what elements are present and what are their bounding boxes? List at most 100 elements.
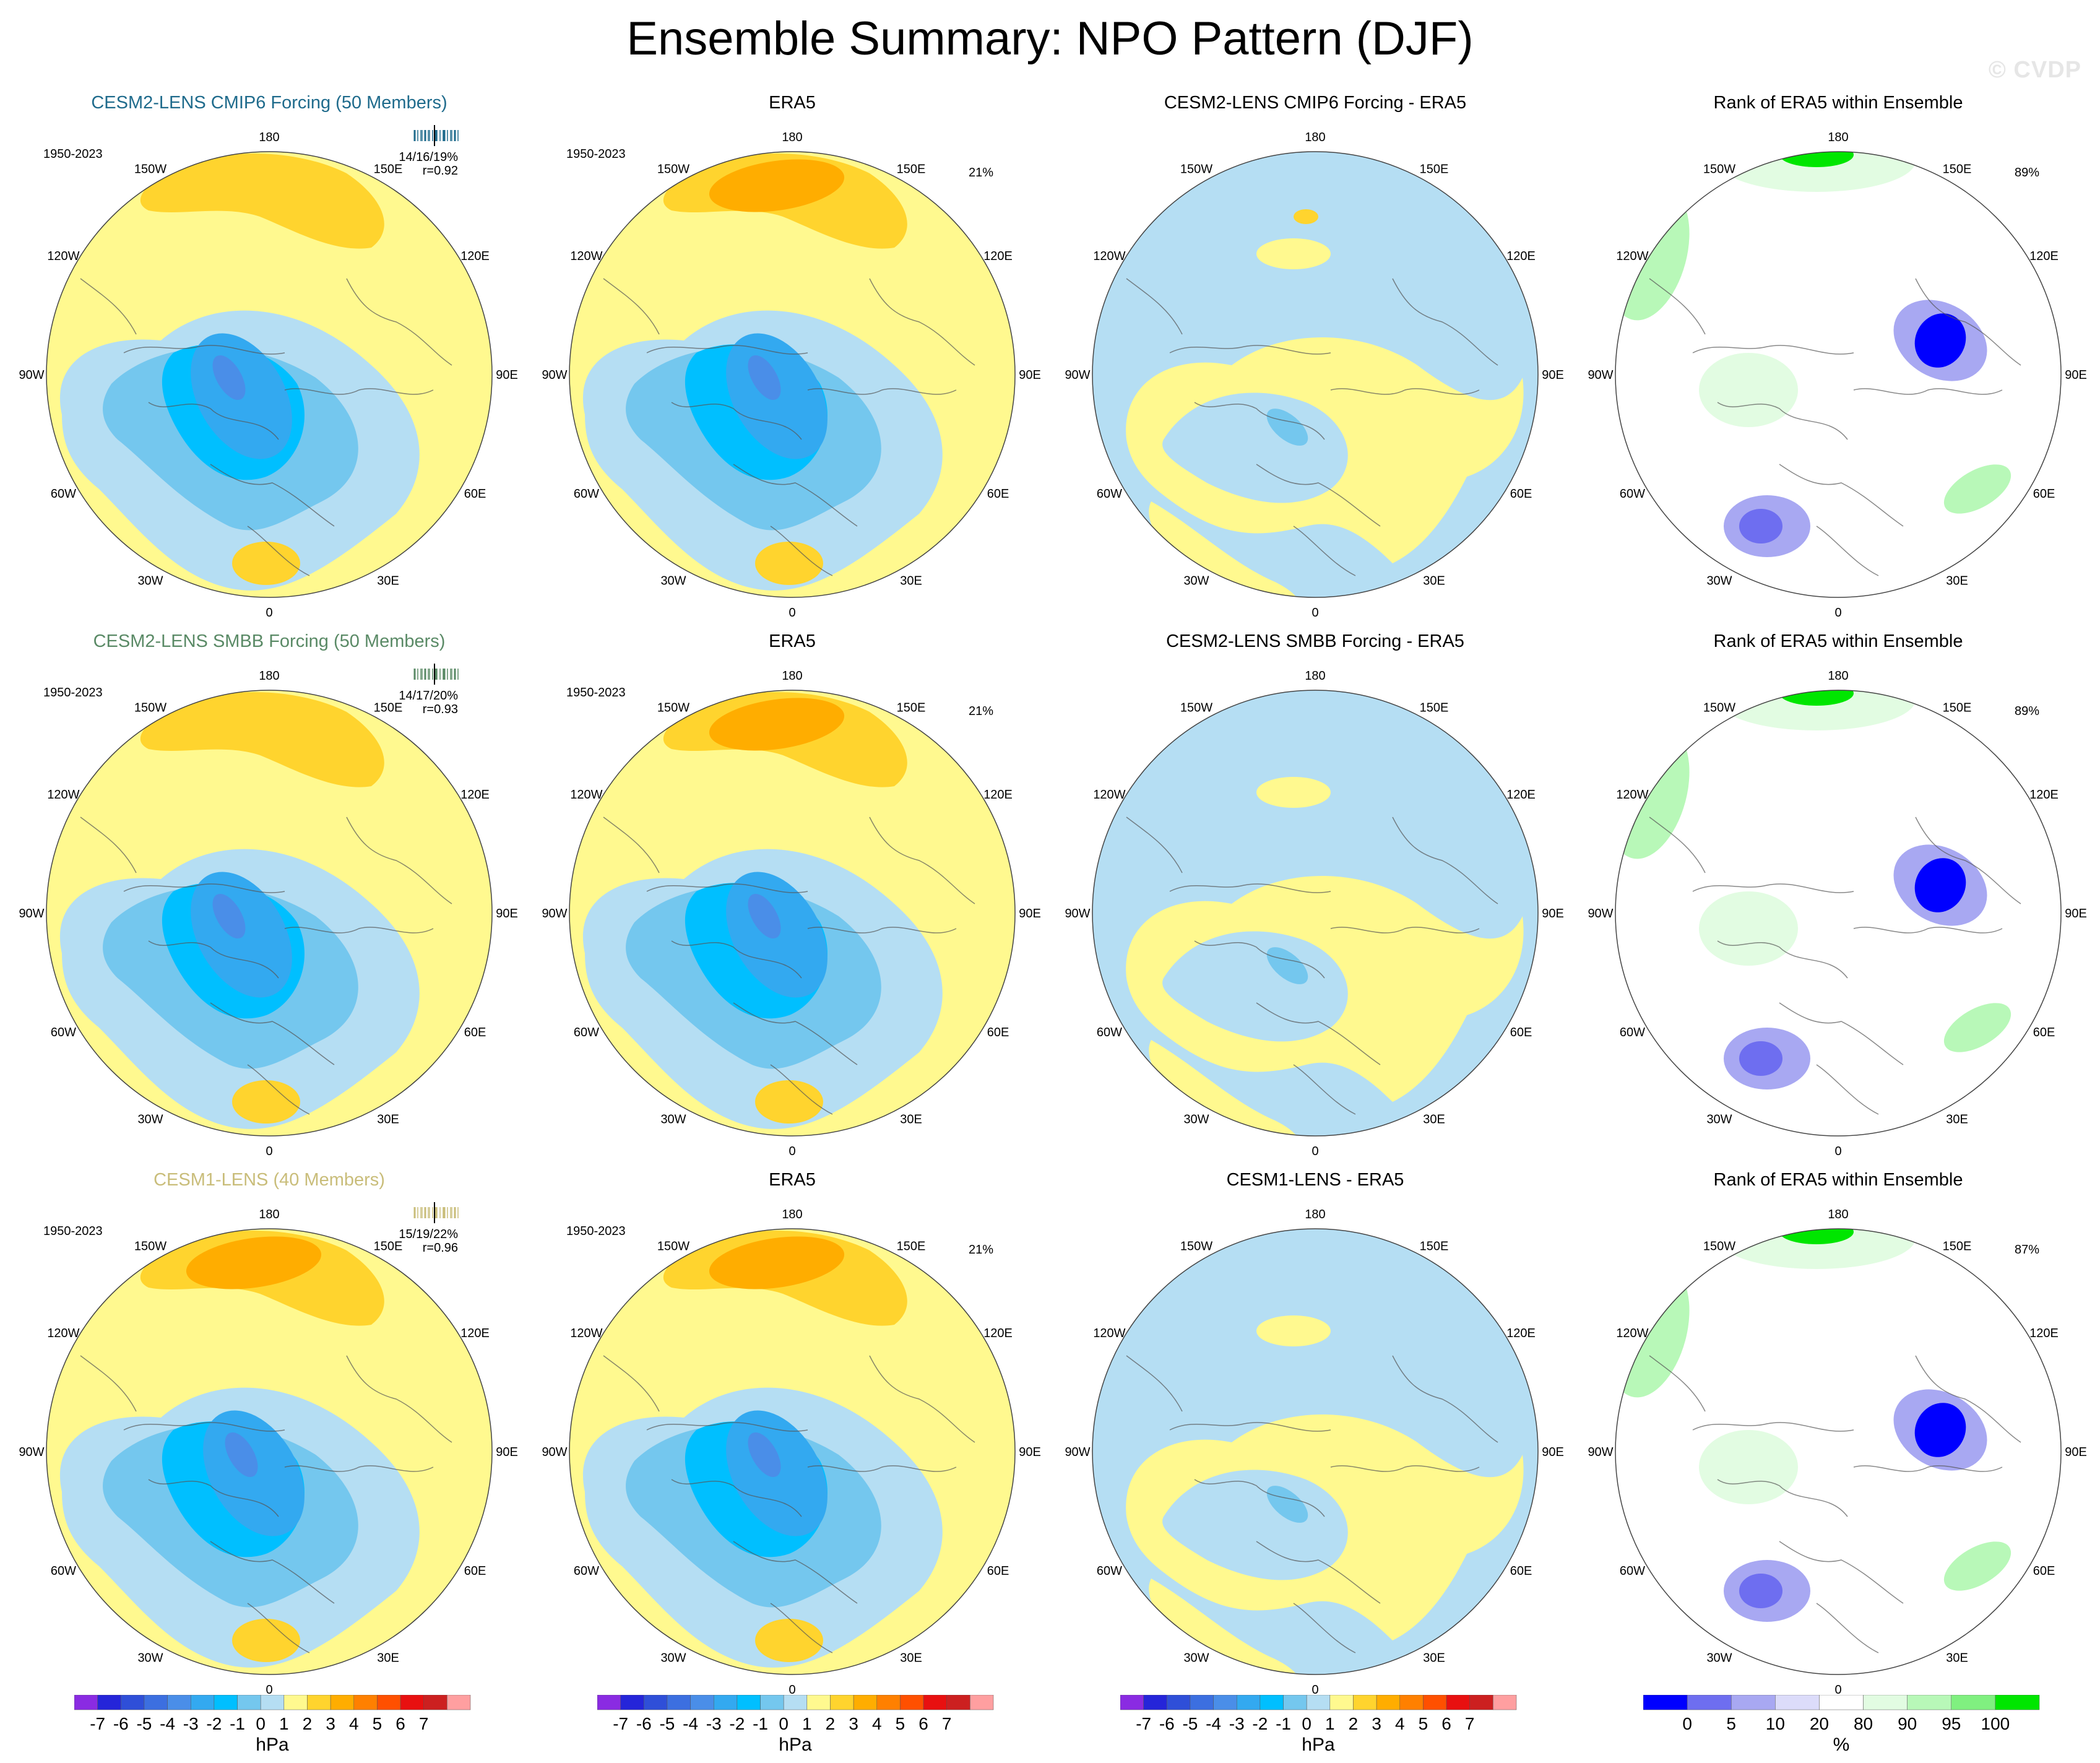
rank-region — [1739, 1574, 1782, 1608]
longitude-label: 0 — [789, 1683, 795, 1697]
longitude-label: 90E — [1542, 368, 1564, 382]
colorbar-tick: 4 — [872, 1714, 882, 1733]
longitude-label: 0 — [1834, 1145, 1841, 1158]
rank-colorbar: 0 5 10 20 80 90 95 100% — [1643, 1694, 2064, 1760]
coastline — [869, 1355, 975, 1443]
longitude-label: 60E — [464, 1026, 486, 1039]
colorbar-tick: -6 — [636, 1714, 652, 1733]
high-pressure-core — [709, 698, 845, 751]
colorbar-tick: 0 — [1682, 1714, 1692, 1733]
coastline — [1915, 817, 2021, 904]
colorbar-swatch — [1399, 1694, 1424, 1710]
coastline — [733, 1541, 858, 1604]
longitude-label: 30W — [660, 574, 686, 588]
colorbar-swatch — [1819, 1694, 1864, 1710]
colorbar-swatch — [1687, 1694, 1732, 1710]
longitude-label: 60W — [1097, 1026, 1122, 1039]
coastline — [770, 1603, 833, 1653]
period-label: 1950-2023 — [566, 147, 626, 161]
negative-difference-core — [1266, 947, 1308, 984]
longitude-label: 30E — [1946, 1652, 1968, 1665]
longitude-label: 120E — [2029, 1327, 2059, 1340]
panel-r2-c4: Rank of ERA5 within Ensemble 180 150E 120E 9… — [1588, 631, 2100, 1158]
rank-region — [1779, 1229, 1854, 1244]
longitude-label: 150W — [657, 1239, 689, 1253]
colorbar-tick: 5 — [1726, 1714, 1736, 1733]
colorbar-tick: 2 — [303, 1714, 313, 1733]
panel-title: Rank of ERA5 within Ensemble — [1713, 93, 1963, 113]
rank-region — [1699, 1430, 1798, 1504]
longitude-label: 120W — [47, 1327, 79, 1340]
longitude-label: 60W — [574, 1026, 599, 1039]
longitude-label: 180 — [782, 1208, 802, 1221]
colorbar-swatch — [1775, 1694, 1820, 1710]
model-stats: 15/19/22% — [399, 1228, 458, 1241]
coastline — [1649, 817, 1706, 873]
longitude-label: 120W — [1616, 788, 1648, 802]
coastline — [807, 927, 957, 933]
longitude-label: 150E — [1420, 162, 1449, 176]
colorbar-tick: -5 — [659, 1714, 675, 1733]
longitude-label: 0 — [1834, 606, 1841, 620]
panel-r2-c1: CESM2-LENS SMBB Forcing (50 Members) 180 1… — [19, 631, 532, 1158]
positive-difference-core — [1294, 209, 1318, 224]
longitude-label: 60W — [1620, 1026, 1645, 1039]
longitude-label: 90W — [19, 1445, 44, 1459]
longitude-label: 150E — [1420, 1239, 1449, 1253]
coastline — [1256, 1541, 1381, 1604]
rank-region — [1699, 891, 1798, 966]
longitude-label: 180 — [1828, 669, 1848, 683]
colorbar-tick: -6 — [1159, 1714, 1175, 1733]
rank-region — [1943, 464, 2011, 514]
longitude-label: 60E — [464, 487, 486, 501]
colorbar-tick: 2 — [1349, 1714, 1359, 1733]
colorbar-tick: -4 — [1206, 1714, 1221, 1733]
map-border — [1092, 690, 1539, 1137]
coastline — [1194, 1479, 1325, 1517]
longitude-label: 60W — [1097, 1564, 1122, 1578]
longitude-label: 150E — [1943, 1239, 1972, 1253]
main-title: Ensemble Summary: NPO Pattern (DJF) — [626, 12, 1474, 65]
coastline — [671, 1479, 802, 1517]
colorbar-tick: -4 — [683, 1714, 698, 1733]
panel-r1-c2: ERA5 180 150E 120E 90E 60E 30E 0 30W 60W 90W 120W 15… — [542, 93, 1055, 620]
rank-region — [1914, 313, 1966, 368]
coastline — [123, 883, 285, 893]
colorbar-swatch — [423, 1694, 447, 1710]
coastline — [603, 1355, 660, 1412]
longitude-label: 150W — [1180, 1239, 1212, 1253]
coastline — [1169, 883, 1331, 893]
panel-r3-c3: CESM1-LENS - ERA5 180 150E 120E 90E 60E 30E 0 30… — [1065, 1170, 1578, 1697]
coastline — [646, 345, 808, 355]
colorbar-swatch — [644, 1694, 668, 1710]
coastline — [1293, 526, 1356, 576]
map-border — [1092, 1228, 1539, 1675]
slp-colorbar: -7 -6 -5 -4 -3 -2 -1 0 1 2 3 4 5 6 7 hPa — [597, 1694, 1018, 1760]
panel-title: CESM2-LENS CMIP6 Forcing (50 Members) — [91, 93, 447, 113]
longitude-label: 60E — [2033, 487, 2055, 501]
coastline — [1717, 940, 1848, 979]
longitude-label: 90E — [1019, 368, 1041, 382]
colorbar-tick: 100 — [1981, 1714, 2010, 1733]
longitude-label: 90W — [1065, 368, 1090, 382]
period-label: 1950-2023 — [43, 1224, 103, 1238]
colorbar-tick: 3 — [1372, 1714, 1381, 1733]
colorbar-swatch — [1907, 1694, 1952, 1710]
colorbar-tick: -7 — [1136, 1714, 1151, 1733]
negative-difference-region — [1162, 931, 1348, 1042]
colorbar-swatch — [1353, 1694, 1377, 1710]
coastline — [1816, 1603, 1879, 1653]
coastline — [148, 402, 279, 440]
map-border — [46, 1228, 493, 1675]
coastline — [247, 526, 310, 576]
map-background — [1615, 1229, 2061, 1674]
longitude-label: 120W — [1616, 1327, 1648, 1340]
panel-r3-c1: CESM1-LENS (40 Members) 180 150E 120E 90E 60E… — [19, 1170, 532, 1697]
period-label: 1950-2023 — [566, 686, 626, 700]
longitude-label: 120W — [570, 1327, 602, 1340]
coastline — [1692, 345, 1854, 355]
high-pressure-region — [755, 1080, 823, 1124]
coastline — [247, 1064, 310, 1115]
longitude-label: 150W — [1180, 162, 1212, 176]
polar-map: 180 150E 120E 90E 60E 30E 0 30W 60W 90W 120W 150W — [1065, 131, 1563, 620]
